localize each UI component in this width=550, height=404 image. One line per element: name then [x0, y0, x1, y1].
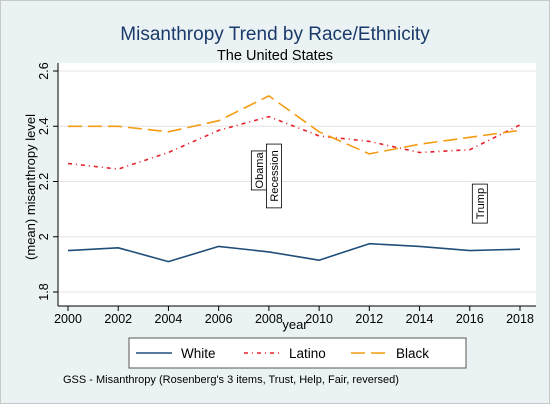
annotations: Obama Recession Trump	[250, 143, 488, 224]
x-tick-label-8: 2016	[456, 312, 484, 326]
legend-label-white: White	[181, 346, 216, 361]
x-tick-label-3: 2006	[205, 312, 233, 326]
x-tick-label-6: 2012	[355, 312, 383, 326]
y-axis-title: (mean) misanthropy level	[23, 114, 38, 260]
y-tick-label-3: 2.4	[37, 118, 51, 135]
y-tick-label-4: 2.6	[37, 62, 51, 79]
series-line-white	[67, 242, 521, 263]
x-tick-label-5: 2010	[305, 312, 333, 326]
x-tick-label-9: 2018	[506, 312, 534, 326]
series-line-black	[68, 95, 521, 155]
x-axis-title: year	[282, 317, 308, 332]
plot-area	[58, 63, 536, 306]
x-tick-label-4: 2008	[255, 312, 283, 326]
annotation-obama: Obama	[250, 150, 267, 191]
annotation-recession: Recession	[266, 143, 282, 209]
x-tick-label-1: 2002	[104, 312, 132, 326]
legend-box	[128, 337, 467, 369]
y-tick-label-1: 2	[37, 233, 51, 240]
grid	[58, 70, 536, 293]
legend-label-black: Black	[396, 346, 429, 361]
chart-subtitle: The United States	[217, 48, 333, 64]
series-line-latino	[67, 115, 521, 170]
x-tick-label-2: 2004	[155, 312, 183, 326]
x-tick-label-0: 2000	[54, 312, 82, 326]
x-tick-label-7: 2014	[406, 312, 434, 326]
annotation-label-0: Obama	[254, 152, 266, 189]
annotation-trump: Trump	[471, 183, 488, 224]
annotation-box-2	[471, 183, 488, 224]
legend-label-latino: Latino	[289, 346, 326, 361]
legend: White Latino Black	[128, 337, 467, 369]
chart-title: Misanthropy Trend by Race/Ethnicity	[120, 24, 430, 45]
annotation-label-2: Trump	[475, 188, 487, 219]
source-note: GSS - Misanthropy (Rosenberg's 3 items, …	[63, 374, 399, 386]
annotation-label-1: Recession	[269, 150, 281, 201]
annotation-box-1	[266, 143, 282, 209]
y-tick-label-0: 1.8	[37, 283, 51, 300]
y-tick-label-2: 2.2	[37, 173, 51, 190]
series	[67, 95, 521, 263]
axes: 1.8 2 2.2 2.4 2.6 2000 2002 2004 2006 2008 2010 201…	[37, 62, 536, 326]
